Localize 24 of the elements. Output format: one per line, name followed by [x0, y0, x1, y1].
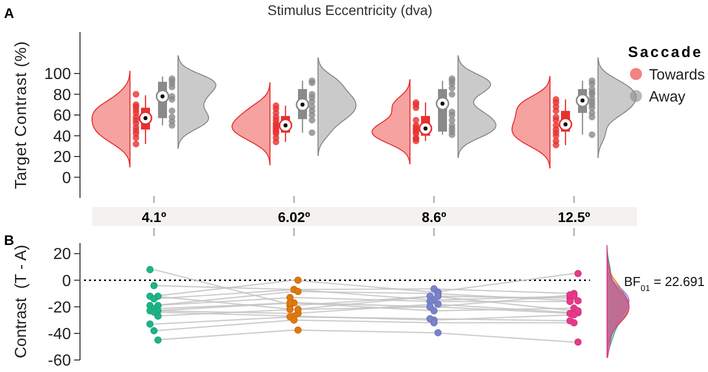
y-axis-title: Target Contrast (%): [13, 40, 30, 190]
x-tick-label: 8.6º: [422, 209, 446, 225]
y-tick-label: 0: [62, 170, 72, 187]
y-axis-title: Contrast (T - A): [13, 244, 30, 358]
chart-title: Stimulus Eccentricity (dva): [268, 2, 432, 18]
legend-label: Towards: [649, 66, 705, 84]
y-tick-label: -20: [48, 299, 72, 316]
y-tick-label: 100: [44, 66, 72, 84]
text: BF$_{01}$ = 22.691: [624, 274, 705, 293]
y-tick-label: 60: [53, 108, 72, 125]
x-tick-label: 6.02º: [278, 209, 310, 225]
y-tick-label: -40: [48, 326, 72, 344]
y-tick-label: -60: [48, 352, 72, 370]
text: B: [4, 232, 14, 248]
y-tick-label: 20: [53, 149, 72, 166]
y-tick-label: 80: [53, 86, 72, 104]
text: A: [4, 5, 14, 21]
legend-label: Away: [649, 88, 686, 106]
x-tick-label: 4.1º: [142, 209, 166, 225]
y-tick-label: 40: [53, 128, 72, 146]
legend-title: Saccade: [628, 44, 703, 61]
y-tick-label: 0: [62, 272, 72, 290]
y-tick-label: 20: [53, 246, 72, 264]
x-tick-label: 12.5º: [558, 209, 590, 225]
